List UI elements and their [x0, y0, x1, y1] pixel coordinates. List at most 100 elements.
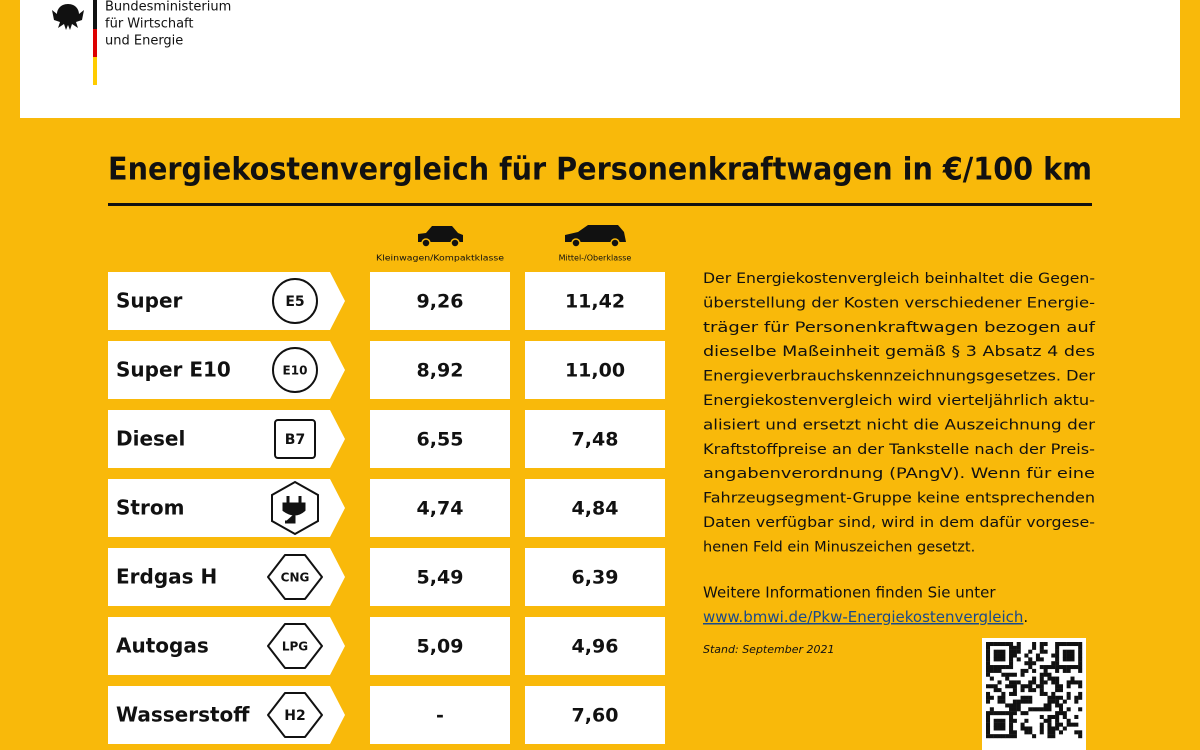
qr-module — [993, 726, 998, 731]
qr-module — [1032, 707, 1037, 712]
qr-module — [1043, 668, 1048, 673]
column-header: Mittel-/Oberklasse — [559, 254, 632, 263]
qr-module — [1028, 665, 1033, 670]
ministry-name: Bundesministerium für Wirtschaft und Energ… — [105, 0, 231, 49]
qr-module — [1078, 707, 1083, 712]
qr-module — [1043, 718, 1048, 723]
qr-module — [1001, 695, 1006, 700]
qr-module — [1012, 684, 1017, 689]
qr-module — [986, 726, 991, 731]
qr-module — [1058, 703, 1063, 708]
qr-module — [1062, 649, 1067, 654]
qr-module — [1055, 718, 1060, 723]
qr-module — [1055, 642, 1060, 647]
qr-module — [1009, 726, 1014, 731]
fuel-name: Erdgas H — [116, 565, 217, 589]
fuel-name: Strom — [116, 496, 184, 520]
paragraph-line: Kraftstoffpreise an der Tankstelle nach … — [703, 442, 1095, 458]
qr-module — [1012, 680, 1017, 685]
qr-module — [1009, 711, 1014, 716]
fuel-label-box — [108, 341, 345, 399]
fuel-label-box — [108, 617, 345, 675]
qr-module — [1070, 722, 1075, 727]
qr-module — [1074, 642, 1079, 647]
qr-module — [1078, 695, 1083, 700]
qr-module — [1009, 734, 1014, 739]
title-rule — [108, 203, 1092, 206]
qr-module — [1055, 676, 1060, 681]
qr-module — [993, 688, 998, 693]
qr-module — [1066, 668, 1071, 673]
qr-module — [986, 714, 991, 719]
qr-module — [1012, 691, 1017, 696]
qr-module — [1039, 645, 1044, 650]
fuel-badge — [274, 419, 316, 459]
ministry-line: für Wirtschaft — [105, 17, 194, 32]
qr-module — [1039, 649, 1044, 654]
qr-module — [1005, 676, 1010, 681]
qr-module — [1055, 668, 1060, 673]
qr-module — [997, 695, 1002, 700]
qr-module — [1047, 695, 1052, 700]
qr-module — [1055, 661, 1060, 666]
qr-module — [1078, 680, 1083, 685]
qr-module — [997, 726, 1002, 731]
qr-module — [1043, 672, 1048, 677]
qr-module — [1020, 711, 1025, 716]
qr-module — [1066, 695, 1071, 700]
paragraph-line: Daten verfügbar sind, wird in dem dafür … — [703, 515, 1095, 531]
qr-module — [1039, 657, 1044, 662]
qr-module — [1012, 672, 1017, 677]
qr-module — [1074, 680, 1079, 685]
paragraph-line: träger für Personenkraftwagen bezogen au… — [703, 320, 1096, 336]
qr-module — [1001, 699, 1006, 704]
fuel-name: Autogas — [116, 634, 209, 658]
fuel-badge — [272, 278, 318, 324]
qr-module — [997, 653, 1002, 658]
qr-module — [1078, 649, 1083, 654]
qr-module — [1055, 653, 1060, 658]
qr-module — [1066, 653, 1071, 658]
qr-module — [1058, 688, 1063, 693]
link[interactable]: www.bmwi.de/Pkw-Energiekostenvergleich — [703, 608, 1023, 626]
qr-module — [1078, 657, 1083, 662]
eagle-logo — [52, 4, 84, 30]
qr-module — [1028, 726, 1033, 731]
qr-module — [1058, 707, 1063, 712]
wheel — [610, 238, 620, 248]
qr-module — [986, 657, 991, 662]
qr-module — [1055, 665, 1060, 670]
qr-module — [1032, 661, 1037, 666]
qr-module — [1055, 695, 1060, 700]
qr-module — [997, 665, 1002, 670]
qr-module — [986, 684, 991, 689]
value-cell — [525, 617, 665, 675]
qr-module — [1074, 730, 1079, 735]
qr-module — [997, 718, 1002, 723]
paragraph-line: Energieverbrauchskennzeichnungsgesetzes.… — [703, 369, 1095, 385]
qr-module — [1051, 680, 1056, 685]
cost-value: 7,48 — [572, 429, 619, 451]
cost-value: 4,96 — [572, 636, 619, 658]
fuel-badge-label: B7 — [285, 432, 305, 448]
qr-module — [1009, 722, 1014, 727]
qr-module — [986, 691, 991, 696]
fuel-badge — [271, 480, 319, 536]
qr-module — [1012, 734, 1017, 739]
fuel-badge-label: CNG — [281, 571, 310, 585]
qr-module — [1039, 726, 1044, 731]
qr-module — [989, 734, 994, 739]
qr-module — [1024, 726, 1029, 731]
fuel-badge — [267, 623, 323, 669]
qr-module — [1043, 691, 1048, 696]
qr-module — [1028, 688, 1033, 693]
qr-module — [1012, 649, 1017, 654]
qr-module — [1009, 642, 1014, 647]
qr-module — [1047, 703, 1052, 708]
qr-module — [1043, 680, 1048, 685]
cost-value: 5,09 — [417, 636, 464, 658]
qr-module — [1001, 672, 1006, 677]
qr-module — [986, 699, 991, 704]
qr-module — [1039, 714, 1044, 719]
cost-value: 9,26 — [417, 291, 464, 313]
